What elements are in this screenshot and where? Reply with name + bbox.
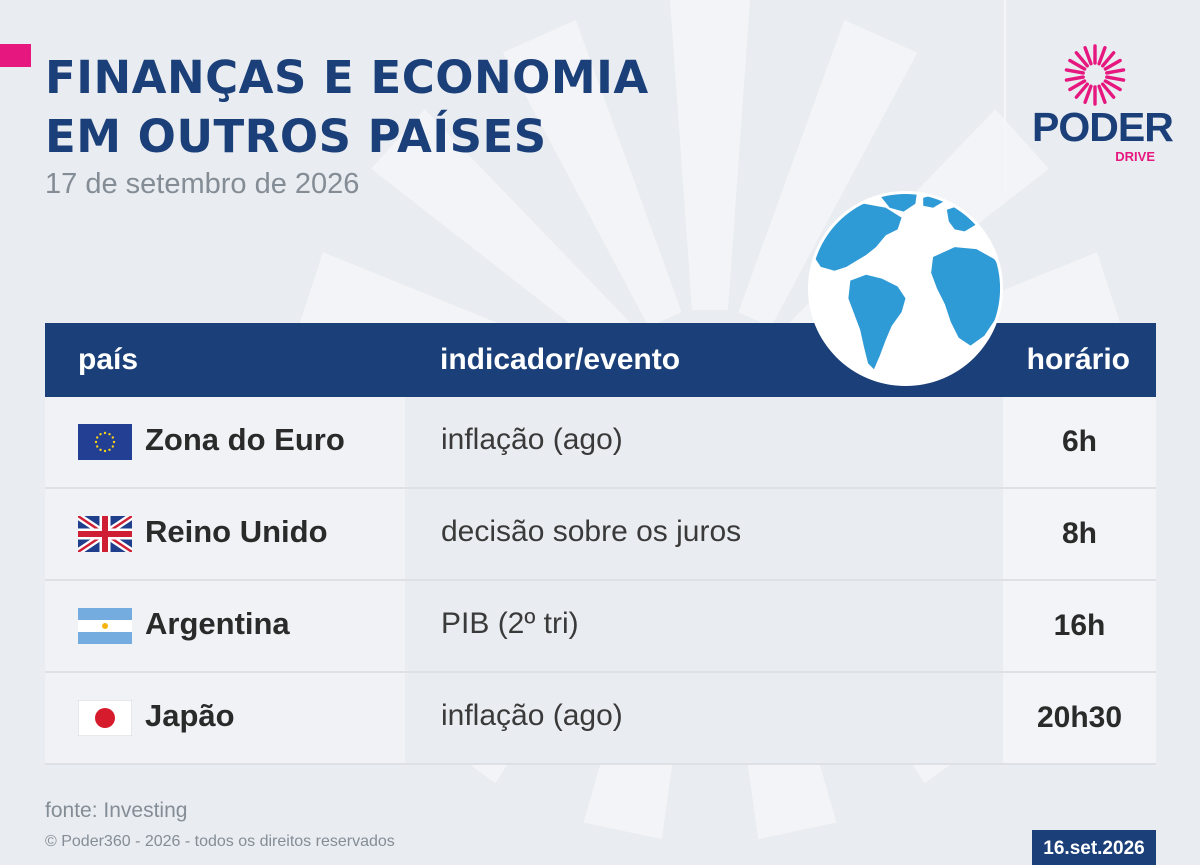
indicator-text: decisão sobre os juros [441,515,742,548]
table-row: Reino Unido decisão sobre os juros 8h [45,489,1156,581]
time-cell: 6h [1003,397,1156,487]
table-row: Argentina PIB (2º tri) 16h [45,581,1156,673]
time-text: 16h [1053,609,1106,642]
country-cell: Japão [45,673,405,763]
time-cell: 16h [1003,581,1156,671]
japan-flag-icon [78,700,132,736]
header-time: horário [1026,343,1130,376]
page-date: 17 de setembro de 2026 [45,168,360,200]
title-line-1: FINANÇAS E ECONOMIA [45,51,649,104]
copyright-note: © Poder360 - 2026 - todos os direitos re… [45,833,395,850]
title-line-2: EM OUTROS PAÍSES [45,110,547,163]
logo-wordmark: PODER [1032,104,1174,150]
time-cell: 8h [1003,489,1156,579]
indicator-text: inflação (ago) [441,699,623,732]
header-indicator: indicador/evento [440,343,681,376]
indicator-cell: inflação (ago) [405,673,1003,763]
table-row: Zona do Euro inflação (ago) 6h [45,397,1156,489]
country-cell: Zona do Euro [45,397,405,487]
indicator-text: PIB (2º tri) [441,607,579,640]
country-name: Argentina [145,606,290,641]
country-name: Japão [145,698,235,733]
uk-flag-icon [78,516,132,552]
country-name: Reino Unido [145,514,328,549]
header-divider [1004,0,1006,195]
time-text: 6h [1061,425,1097,458]
country-cell: Reino Unido [45,489,405,579]
poder-drive-logo: PODER DRIVE [1032,40,1174,170]
argentina-flag-icon [78,608,132,644]
globe-icon [807,190,1004,387]
indicator-cell: decisão sobre os juros [405,489,1003,579]
country-cell: Argentina [45,581,405,671]
logo-subtitle: DRIVE [1115,149,1155,164]
source-note: fonte: Investing [45,799,188,822]
indicator-cell: PIB (2º tri) [405,581,1003,671]
indicator-text: inflação (ago) [441,423,623,456]
time-text: 20h30 [1036,701,1123,734]
country-name: Zona do Euro [145,422,345,457]
table-row: Japão inflação (ago) 20h30 [45,673,1156,765]
date-badge: 16.set.2026 [1032,830,1156,865]
events-table: país indicador/evento horário Zona do Eu… [45,323,1156,765]
poder-burst-logo-icon [1064,44,1126,106]
page-title: FINANÇAS E ECONOMIA EM OUTROS PAÍSES [45,48,649,166]
time-text: 8h [1061,517,1097,550]
eu-flag-icon [78,424,132,460]
header-country: país [78,343,139,376]
accent-mark [0,44,31,67]
indicator-cell: inflação (ago) [405,397,1003,487]
time-cell: 20h30 [1003,673,1156,763]
